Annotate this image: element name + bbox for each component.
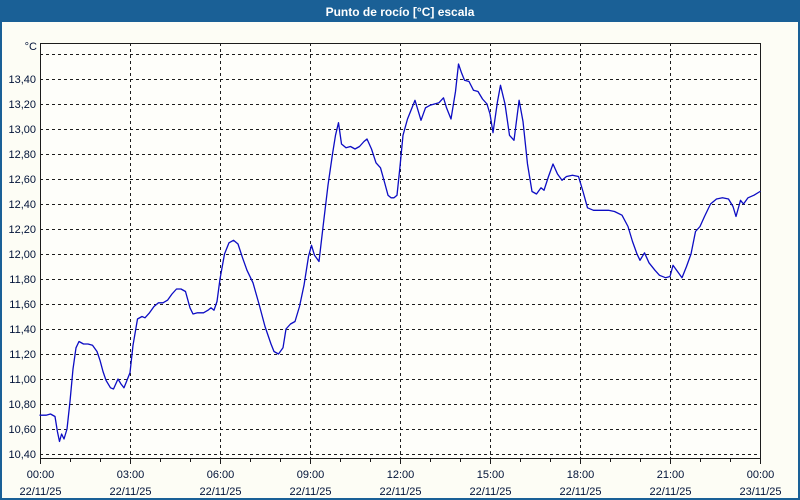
y-axis-tick-label: 12,60 xyxy=(8,174,36,186)
y-axis-tick-label: 11,60 xyxy=(9,299,36,311)
x-axis-time-label: 21:00 xyxy=(657,469,685,481)
y-axis-unit-label: °C xyxy=(25,41,37,53)
x-axis-date-label: 22/11/25 xyxy=(559,486,601,498)
x-axis-date-label: 22/11/25 xyxy=(19,486,61,498)
x-axis-time-label: 18:00 xyxy=(567,469,595,481)
y-axis-tick-label: 12,40 xyxy=(8,199,36,211)
y-axis-tick-label: 10,60 xyxy=(8,424,36,436)
title-bar: Punto de rocío [°C] escala xyxy=(2,2,798,22)
x-axis-time-label: 00:00 xyxy=(27,469,55,481)
y-axis-tick-label: 13,40 xyxy=(8,74,36,86)
y-axis-tick-label: 13,20 xyxy=(8,99,36,111)
y-axis-tick-label: 11,40 xyxy=(9,324,36,336)
x-axis-time-label: 00:00 xyxy=(747,469,775,481)
x-axis-time-label: 12:00 xyxy=(387,469,415,481)
y-axis-tick-label: 10,80 xyxy=(8,399,36,411)
plot-background xyxy=(40,43,760,458)
y-axis-tick-label: 12,80 xyxy=(8,149,36,161)
x-axis-date-label: 22/11/25 xyxy=(649,486,691,498)
x-axis-time-label: 06:00 xyxy=(207,469,235,481)
x-axis-date-label: 23/11/25 xyxy=(739,486,781,498)
chart-plot-area[interactable] xyxy=(40,43,760,458)
x-axis-date-label: 22/11/25 xyxy=(199,486,241,498)
x-axis-date-label: 22/11/25 xyxy=(469,486,511,498)
y-axis-tick-label: 10,40 xyxy=(8,449,36,461)
y-axis-tick-label: 11,80 xyxy=(9,274,36,286)
dewpoint-chart-svg: 13,40 13,20 13,00 12,80 12,60 12,40 12,20 12,00… xyxy=(8,41,781,498)
y-axis-tick-label: 11,20 xyxy=(9,349,36,361)
x-axis-date-label: 22/11/25 xyxy=(379,486,421,498)
x-axis-time-label: 15:00 xyxy=(477,469,505,481)
series-line xyxy=(39,63,761,443)
x-axis-time-label: 03:00 xyxy=(117,469,145,481)
y-axis-tick-label: 12,20 xyxy=(8,224,36,236)
x-axis-date-label: 22/11/25 xyxy=(289,486,331,498)
chart-title: Punto de rocío [°C] escala xyxy=(325,5,475,19)
plot-border xyxy=(40,43,761,459)
x-axis-date-label: 22/11/25 xyxy=(109,486,151,498)
x-axis-time-label: 09:00 xyxy=(297,469,325,481)
y-axis-tick-label: 11,00 xyxy=(9,374,36,386)
y-axis-tick-label: 13,00 xyxy=(8,124,36,136)
chart-container: 13,40 13,20 13,00 12,80 12,60 12,40 12,20 12,00… xyxy=(2,22,798,498)
y-axis-tick-label: 12,00 xyxy=(8,249,36,261)
